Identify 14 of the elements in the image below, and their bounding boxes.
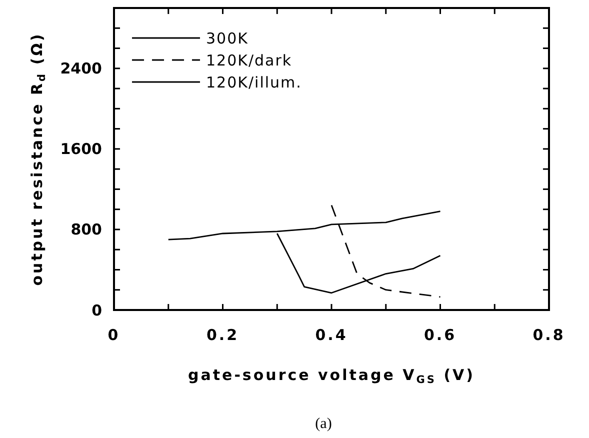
legend-label: 300K (206, 29, 249, 48)
x-axis-title: gate-source voltage V$_{GS}$ (V) (188, 366, 476, 386)
y-tick-label: 800 (70, 220, 102, 239)
y-tick-label: 1600 (60, 140, 102, 158)
legend-label: 120K/dark (206, 51, 292, 70)
x-tick-label: 0 (108, 326, 120, 344)
text: (a) (315, 416, 332, 432)
y-tick-label: 2400 (60, 60, 102, 78)
x-tick-label: 0.6 (424, 326, 457, 344)
y-tick-label: 0 (92, 301, 102, 320)
legend-label: 120K/illum. (206, 73, 302, 92)
x-tick-label: 0.2 (206, 326, 240, 344)
x-tick-label: 0.8 (532, 326, 566, 344)
x-tick-label: 0.4 (315, 326, 348, 344)
